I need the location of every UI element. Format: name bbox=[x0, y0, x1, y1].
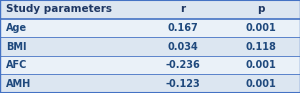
Text: Study parameters: Study parameters bbox=[6, 4, 112, 14]
Text: -0.123: -0.123 bbox=[166, 79, 200, 89]
FancyBboxPatch shape bbox=[0, 56, 300, 74]
Text: 0.001: 0.001 bbox=[246, 79, 276, 89]
Text: Age: Age bbox=[6, 23, 27, 33]
Text: AFC: AFC bbox=[6, 60, 27, 70]
FancyBboxPatch shape bbox=[0, 37, 300, 56]
Text: 0.167: 0.167 bbox=[168, 23, 198, 33]
FancyBboxPatch shape bbox=[0, 74, 300, 93]
Text: 0.001: 0.001 bbox=[246, 60, 276, 70]
Text: 0.118: 0.118 bbox=[246, 41, 276, 52]
Text: AMH: AMH bbox=[6, 79, 31, 89]
Text: 0.001: 0.001 bbox=[246, 23, 276, 33]
Text: -0.236: -0.236 bbox=[166, 60, 200, 70]
Text: 0.034: 0.034 bbox=[168, 41, 198, 52]
Text: p: p bbox=[257, 4, 265, 14]
FancyBboxPatch shape bbox=[0, 19, 300, 37]
Text: r: r bbox=[180, 4, 186, 14]
FancyBboxPatch shape bbox=[0, 0, 300, 19]
Text: BMI: BMI bbox=[6, 41, 26, 52]
